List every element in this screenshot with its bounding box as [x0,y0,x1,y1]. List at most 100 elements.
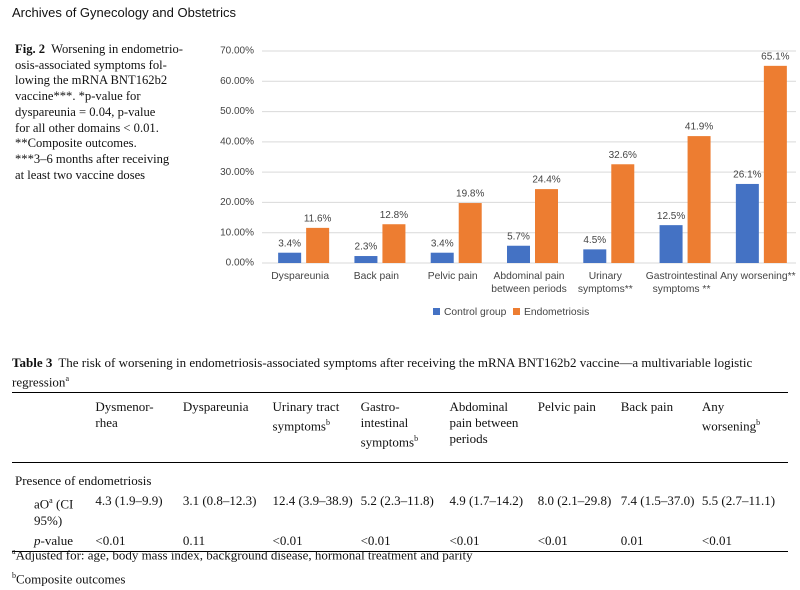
table-cell: 4.3 (1.9–9.9) [95,493,163,509]
header-cell: Pelvic pain [535,393,618,463]
data-row: aOa (CI 95%) 4.3 (1.9–9.9) 3.1 (0.8–12.3) 1… [12,491,788,530]
bar [306,227,330,263]
caption-text: Worsening in endometrio- [51,42,183,56]
row-label: aOa (CI 95%) [12,491,92,530]
caption-line: **Composite outcomes. [15,136,195,152]
footnote-text: Composite outcomes [16,571,126,587]
caption-text: for all other domains < 0.01. [15,120,159,135]
table-cell: <0.01 [701,532,733,548]
footnote-mark: a [12,547,16,556]
bar [382,224,406,263]
row-label: p-value [12,531,92,552]
footnote-mark: b [326,418,330,427]
y-tick-label: 70.00% [220,46,254,57]
footnote: bComposite outcomes [12,565,473,589]
caption-line: Fig. 2 Worsening in endometrio- [15,42,195,58]
table-cell: <0.01 [449,532,480,548]
section-row: Presence of endometriosis [12,463,788,492]
header-cell: Dysmenor-rhea [92,393,179,463]
results-table: Dysmenor-rhea Dyspareunia Urinary tract sy… [12,392,788,552]
journal-header: Archives of Gynecology and Obstetrics [12,5,236,20]
row-label-rest: (CI 95%) [34,496,74,528]
value-label: 26.1% [733,170,761,181]
table-label: Table 3 [12,355,53,370]
table-cell: 5.2 (2.3–11.8) [360,493,434,509]
legend-entry: Endometriosis [513,307,589,318]
footnote-mark: b [756,418,761,427]
value-label: 2.3% [355,242,378,253]
caption-line: lowing the mRNA BNT162b2 [15,73,195,89]
caption-text: osis-associated symptoms fol- [15,57,167,72]
x-tick-label: Gastrointestinal symptoms ** [645,271,718,295]
y-tick-label: 60.00% [220,76,254,87]
table-cell: 4.9 (1.7–14.2) [449,493,524,509]
caption-text: ***3–6 months after receiving [15,151,170,166]
header-cell: Dyspareunia [180,393,270,463]
table-cell: 5.5 (2.7–11.1) [701,493,776,509]
footnote-mark: a [65,374,69,383]
header-cell: Any worseningb [699,393,788,463]
header-text: Pelvic pain [537,399,596,414]
table-cell: <0.01 [537,532,568,548]
y-tick-label: 50.00% [220,106,254,117]
y-tick-label: 10.00% [220,227,254,238]
header-cell: Back pain [618,393,699,463]
table-title: Table 3 The risk of worsening in endometr… [12,355,786,390]
header-text: Back pain [620,399,674,414]
legend-swatch [513,308,520,315]
x-tick-label: Urinary symptoms** [577,271,633,295]
bar [659,225,683,263]
footnote: aAdjusted for: age, body mass index, bac… [12,541,473,565]
caption-line: vaccine***. *p-value for [15,89,195,105]
x-tick-label: Dyspareunia [271,271,330,282]
bar [763,65,787,263]
footnote-mark: b [12,571,16,581]
bar [507,245,530,263]
value-label: 5.7% [507,231,530,242]
header-text: Abdominal pain between periods [449,399,519,446]
table-cell: <0.01 [95,532,126,548]
caption-text: vaccine***. *p-value for [15,89,141,104]
legend-label: Endometriosis [524,307,590,318]
chart: 0.00% 10.00% 20.00% 30.00% 40.00% 50.00% 60.00… [220,46,796,269]
figure-label: Fig. 2 [15,42,46,56]
legend-label: Control group [444,307,507,318]
bar [354,256,378,263]
caption-text: dyspareunia = 0.04, p-value [15,104,156,119]
footnote-text: Adjusted for: age, body mass index, back… [15,547,473,563]
footnote-mark: a [49,496,53,506]
footnote-mark: b [414,434,419,443]
header-cell [12,393,92,463]
header-text: Dysmenor-rhea [95,399,154,430]
bar [611,164,635,263]
caption-text: at least two vaccine doses [15,167,146,182]
x-tick-label: Abdominal pain between periods [491,271,567,295]
value-label: 3.4% [278,238,301,249]
table-cell: <0.01 [272,532,303,548]
y-tick-label: 30.00% [220,167,254,178]
footnotes: aAdjusted for: age, body mass index, bac… [12,541,473,590]
row-label-text: p [34,532,41,548]
value-label: 65.1% [761,51,789,62]
header-text: Dyspareunia [182,399,249,414]
section-label: Presence of endometriosis [15,473,152,489]
row-label-rest: -value [40,532,73,548]
caption-line: osis-associated symptoms fol- [15,58,195,74]
value-label: 11.6% [304,214,332,225]
value-label: 19.8% [456,189,484,200]
table-cell: 0.11 [182,532,206,548]
header-row: Dysmenor-rhea Dyspareunia Urinary tract sy… [12,392,788,463]
bar [458,203,482,263]
value-label: 32.6% [609,150,637,161]
bar [278,252,302,263]
header-text: Any worsening [701,399,757,434]
x-tick-label: Pelvic pain [427,271,478,282]
bar [735,183,759,263]
caption-line: ***3–6 months after receiving [15,152,195,168]
row-label-text: aO [34,496,50,512]
value-label: 4.5% [583,235,606,246]
figure-caption: Fig. 2 Worsening in endometrio-osis-assoc… [15,42,195,183]
x-tick-label: Any worsening** [720,271,796,282]
table-cell: 0.01 [620,532,644,548]
